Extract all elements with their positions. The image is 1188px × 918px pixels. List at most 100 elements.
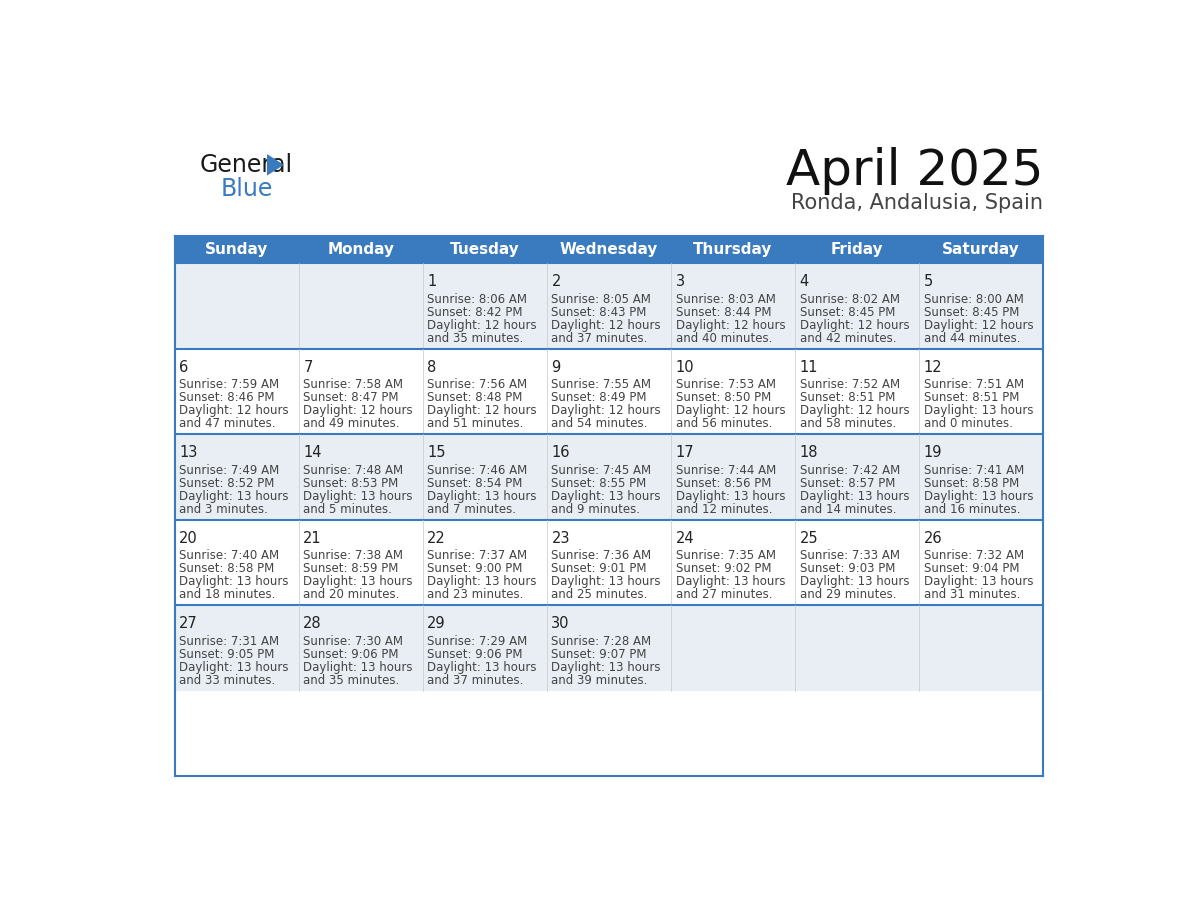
- Text: Sunrise: 7:37 AM: Sunrise: 7:37 AM: [428, 549, 527, 562]
- Text: Sunrise: 7:59 AM: Sunrise: 7:59 AM: [179, 378, 279, 391]
- Text: 14: 14: [303, 445, 322, 460]
- Polygon shape: [267, 154, 284, 175]
- Text: Sunset: 9:06 PM: Sunset: 9:06 PM: [303, 647, 399, 661]
- Text: 2: 2: [551, 274, 561, 289]
- Text: Sunset: 8:43 PM: Sunset: 8:43 PM: [551, 306, 646, 319]
- Text: 8: 8: [428, 360, 437, 375]
- Text: and 44 minutes.: and 44 minutes.: [924, 332, 1020, 345]
- Text: and 3 minutes.: and 3 minutes.: [179, 503, 268, 516]
- Text: 17: 17: [676, 445, 694, 460]
- Text: and 37 minutes.: and 37 minutes.: [551, 332, 647, 345]
- Text: Sunrise: 7:56 AM: Sunrise: 7:56 AM: [428, 378, 527, 391]
- Text: Sunset: 8:57 PM: Sunset: 8:57 PM: [800, 476, 895, 489]
- Text: Sunrise: 7:42 AM: Sunrise: 7:42 AM: [800, 464, 899, 476]
- Text: 13: 13: [179, 445, 197, 460]
- Text: Daylight: 13 hours: Daylight: 13 hours: [179, 490, 289, 503]
- Text: Sunset: 8:47 PM: Sunset: 8:47 PM: [303, 391, 399, 404]
- Text: 28: 28: [303, 616, 322, 631]
- Text: 1: 1: [428, 274, 437, 289]
- Bar: [175, 520, 1043, 605]
- Text: 3: 3: [676, 274, 684, 289]
- Text: Sunset: 8:49 PM: Sunset: 8:49 PM: [551, 391, 647, 404]
- Text: Sunset: 8:50 PM: Sunset: 8:50 PM: [676, 391, 771, 404]
- Text: and 20 minutes.: and 20 minutes.: [303, 588, 399, 601]
- Text: Sunrise: 8:02 AM: Sunrise: 8:02 AM: [800, 293, 899, 306]
- Text: Sunrise: 7:46 AM: Sunrise: 7:46 AM: [428, 464, 527, 476]
- Text: Sunrise: 7:45 AM: Sunrise: 7:45 AM: [551, 464, 651, 476]
- Text: 7: 7: [303, 360, 312, 375]
- Text: Sunset: 9:01 PM: Sunset: 9:01 PM: [551, 562, 647, 576]
- Text: Sunrise: 7:38 AM: Sunrise: 7:38 AM: [303, 549, 403, 562]
- Text: Sunset: 9:05 PM: Sunset: 9:05 PM: [179, 647, 274, 661]
- Text: Daylight: 12 hours: Daylight: 12 hours: [676, 319, 785, 331]
- Text: Sunset: 8:45 PM: Sunset: 8:45 PM: [924, 306, 1019, 319]
- Text: Sunrise: 7:32 AM: Sunrise: 7:32 AM: [924, 549, 1024, 562]
- Text: Sunset: 9:02 PM: Sunset: 9:02 PM: [676, 562, 771, 576]
- Text: Sunrise: 8:06 AM: Sunrise: 8:06 AM: [428, 293, 527, 306]
- Bar: [175, 263, 1043, 349]
- Bar: [175, 236, 1043, 263]
- Text: 30: 30: [551, 616, 570, 631]
- Text: Daylight: 12 hours: Daylight: 12 hours: [428, 404, 537, 418]
- Text: and 58 minutes.: and 58 minutes.: [800, 418, 896, 431]
- Text: Sunrise: 7:53 AM: Sunrise: 7:53 AM: [676, 378, 776, 391]
- Text: Daylight: 12 hours: Daylight: 12 hours: [551, 319, 661, 331]
- Text: Sunset: 8:46 PM: Sunset: 8:46 PM: [179, 391, 274, 404]
- Text: Sunrise: 7:33 AM: Sunrise: 7:33 AM: [800, 549, 899, 562]
- Text: and 31 minutes.: and 31 minutes.: [924, 588, 1020, 601]
- Text: Daylight: 12 hours: Daylight: 12 hours: [303, 404, 413, 418]
- Text: 18: 18: [800, 445, 819, 460]
- Text: Sunset: 8:54 PM: Sunset: 8:54 PM: [428, 476, 523, 489]
- Text: Daylight: 12 hours: Daylight: 12 hours: [179, 404, 289, 418]
- Text: Sunrise: 7:44 AM: Sunrise: 7:44 AM: [676, 464, 776, 476]
- Text: Thursday: Thursday: [694, 242, 772, 257]
- Text: and 54 minutes.: and 54 minutes.: [551, 418, 647, 431]
- Bar: [175, 349, 1043, 434]
- Text: Sunset: 9:00 PM: Sunset: 9:00 PM: [428, 562, 523, 576]
- Text: Tuesday: Tuesday: [450, 242, 519, 257]
- Text: 6: 6: [179, 360, 189, 375]
- Text: and 35 minutes.: and 35 minutes.: [303, 674, 399, 687]
- Text: 24: 24: [676, 531, 694, 545]
- Text: Sunrise: 8:05 AM: Sunrise: 8:05 AM: [551, 293, 651, 306]
- Text: Sunset: 8:48 PM: Sunset: 8:48 PM: [428, 391, 523, 404]
- Text: Daylight: 13 hours: Daylight: 13 hours: [924, 404, 1034, 418]
- Text: Friday: Friday: [830, 242, 884, 257]
- Text: Wednesday: Wednesday: [560, 242, 658, 257]
- Text: and 29 minutes.: and 29 minutes.: [800, 588, 896, 601]
- Text: Sunset: 8:44 PM: Sunset: 8:44 PM: [676, 306, 771, 319]
- Bar: [175, 605, 1043, 690]
- Text: Daylight: 13 hours: Daylight: 13 hours: [428, 490, 537, 503]
- Text: Daylight: 13 hours: Daylight: 13 hours: [800, 576, 909, 588]
- Text: 12: 12: [924, 360, 942, 375]
- Text: Sunset: 8:58 PM: Sunset: 8:58 PM: [924, 476, 1019, 489]
- Text: Daylight: 13 hours: Daylight: 13 hours: [303, 576, 412, 588]
- Text: 19: 19: [924, 445, 942, 460]
- Text: Daylight: 13 hours: Daylight: 13 hours: [551, 661, 661, 674]
- Text: Blue: Blue: [221, 177, 273, 201]
- Text: 23: 23: [551, 531, 570, 545]
- Text: General: General: [200, 152, 292, 176]
- Text: Sunrise: 8:00 AM: Sunrise: 8:00 AM: [924, 293, 1024, 306]
- Text: and 25 minutes.: and 25 minutes.: [551, 588, 647, 601]
- Text: 4: 4: [800, 274, 809, 289]
- Text: Daylight: 13 hours: Daylight: 13 hours: [428, 661, 537, 674]
- Text: and 33 minutes.: and 33 minutes.: [179, 674, 276, 687]
- Text: 20: 20: [179, 531, 198, 545]
- Text: Ronda, Andalusia, Spain: Ronda, Andalusia, Spain: [791, 194, 1043, 213]
- Text: Sunset: 8:45 PM: Sunset: 8:45 PM: [800, 306, 895, 319]
- Text: and 49 minutes.: and 49 minutes.: [303, 418, 400, 431]
- Text: and 23 minutes.: and 23 minutes.: [428, 588, 524, 601]
- Text: 10: 10: [676, 360, 694, 375]
- Text: and 42 minutes.: and 42 minutes.: [800, 332, 896, 345]
- Text: Daylight: 12 hours: Daylight: 12 hours: [800, 404, 909, 418]
- Text: and 0 minutes.: and 0 minutes.: [924, 418, 1012, 431]
- Text: Daylight: 13 hours: Daylight: 13 hours: [800, 490, 909, 503]
- Text: Sunset: 8:51 PM: Sunset: 8:51 PM: [800, 391, 895, 404]
- Text: Sunset: 8:58 PM: Sunset: 8:58 PM: [179, 562, 274, 576]
- Text: and 47 minutes.: and 47 minutes.: [179, 418, 276, 431]
- Text: Daylight: 13 hours: Daylight: 13 hours: [179, 661, 289, 674]
- Text: Daylight: 13 hours: Daylight: 13 hours: [428, 576, 537, 588]
- Text: Sunrise: 7:52 AM: Sunrise: 7:52 AM: [800, 378, 899, 391]
- Text: Sunrise: 7:49 AM: Sunrise: 7:49 AM: [179, 464, 279, 476]
